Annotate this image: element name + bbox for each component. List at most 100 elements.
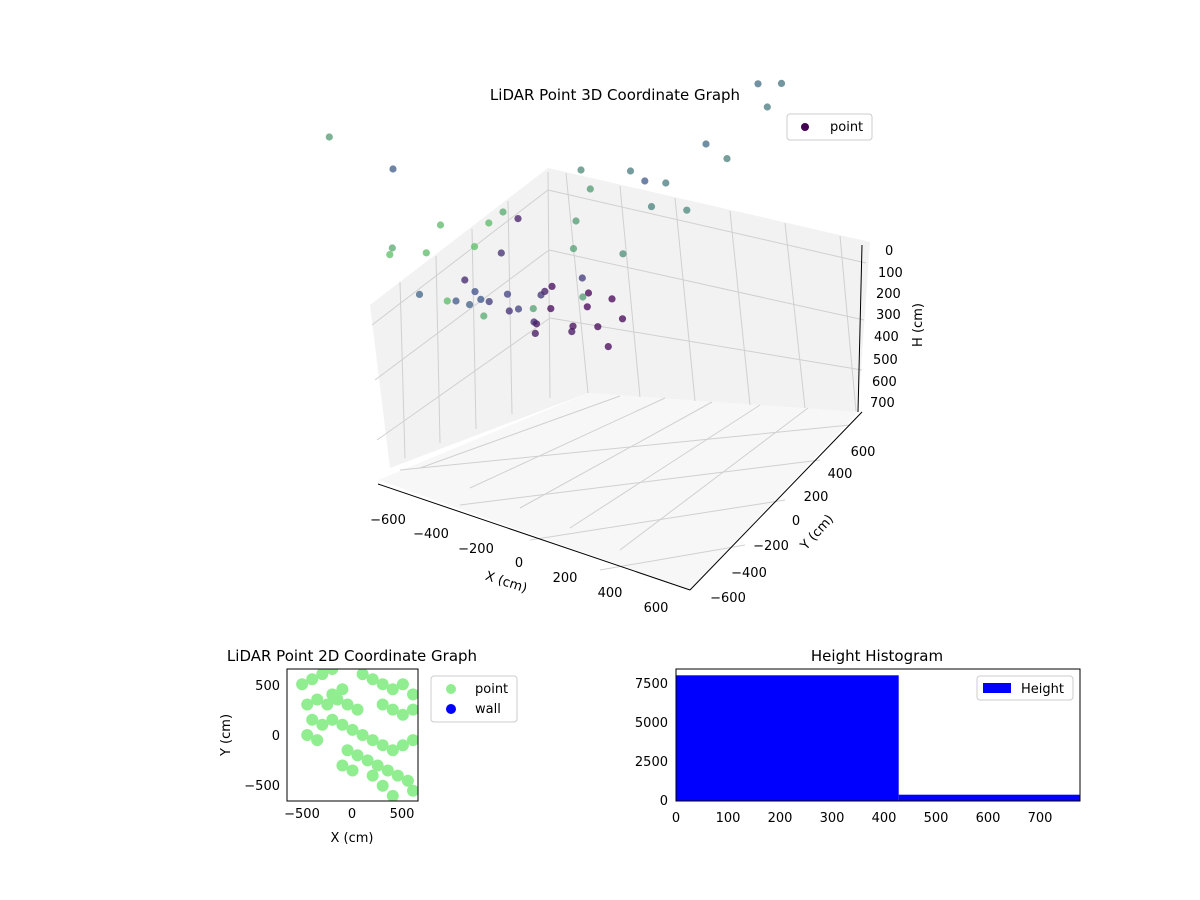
scatter-point-3d bbox=[619, 250, 627, 258]
legend-label-wall: wall bbox=[475, 702, 501, 717]
scatter-point-2d bbox=[301, 729, 314, 741]
scatter-point-2d bbox=[366, 673, 379, 686]
scatter-point-2d bbox=[407, 784, 418, 797]
scatter-point-3d bbox=[586, 185, 594, 193]
scatter-point-2d bbox=[296, 678, 309, 691]
scatter-point-2d bbox=[356, 669, 369, 681]
chart-2d: LiDAR Point 2D Coordinate Graph −500 0 5… bbox=[219, 647, 518, 846]
y-tick-label: 7500 bbox=[635, 677, 668, 692]
x-tick-label: 500 bbox=[390, 807, 415, 822]
scatter-point-2d bbox=[381, 764, 394, 777]
chart-2d-title: LiDAR Point 2D Coordinate Graph bbox=[227, 647, 477, 665]
scatter-point-3d bbox=[388, 244, 396, 252]
scatter-point-2d bbox=[326, 688, 339, 701]
scatter-point-2d bbox=[376, 779, 389, 792]
scatter-point-3d bbox=[436, 221, 445, 229]
scatter-point-3d bbox=[604, 343, 612, 351]
3d-grid bbox=[371, 171, 867, 571]
scatter-point-3d bbox=[470, 243, 479, 251]
y-tick-label: 600 bbox=[851, 445, 876, 460]
scatter-point-2d bbox=[396, 708, 409, 721]
z-tick-label: 200 bbox=[876, 287, 901, 302]
scatter-point-2d bbox=[407, 688, 418, 701]
legend-label-point: point bbox=[475, 682, 508, 697]
floor-pane bbox=[378, 393, 858, 590]
scatter-point-3d bbox=[723, 155, 731, 163]
x-tick-label: 0 bbox=[348, 807, 356, 822]
scatter-point-2d bbox=[407, 734, 418, 747]
x-tick-label: 200 bbox=[768, 811, 793, 826]
scatter-point-3d bbox=[641, 177, 649, 185]
scatter-point-3d bbox=[325, 133, 333, 141]
scatter-point-3d bbox=[569, 322, 577, 330]
scatter-point-3d bbox=[583, 303, 591, 311]
z-ticks: 0 100 200 300 400 500 600 700 bbox=[870, 244, 903, 411]
x-axis-label: X (cm) bbox=[331, 831, 374, 846]
x-tick-label: 400 bbox=[872, 811, 897, 826]
scatter-point-2d bbox=[391, 769, 404, 782]
chart-2d-frame bbox=[286, 668, 419, 802]
scatter-point-2d bbox=[376, 698, 389, 711]
scatter-point-3d bbox=[608, 295, 616, 303]
z-axis-label: H (cm) bbox=[911, 303, 926, 347]
legend-marker-wall bbox=[446, 704, 456, 714]
scatter-point-3d bbox=[547, 305, 555, 313]
scatter-point-3d bbox=[618, 315, 627, 323]
scatter-point-3d bbox=[503, 290, 512, 298]
scatter-point-2d bbox=[346, 723, 359, 736]
legend-marker-point bbox=[446, 684, 456, 694]
histogram-ticks: 0 100 200 300 400 500 600 700 0 2500 500… bbox=[635, 677, 1053, 826]
y-tick-label: 0 bbox=[660, 794, 668, 809]
scatter-point-3d bbox=[497, 249, 505, 257]
scatter-point-2d bbox=[341, 744, 354, 757]
scatter-point-3d bbox=[577, 166, 585, 174]
legend-box bbox=[976, 675, 1074, 701]
x-tick-label: 600 bbox=[644, 601, 669, 616]
chart-histogram: Height Histogram 0 100 200 300 400 500 6… bbox=[635, 647, 1081, 826]
x-tick-label: 600 bbox=[976, 811, 1001, 826]
scatter-point-2d bbox=[407, 703, 418, 716]
chart-3d: LiDAR Point 3D Coordinate Graph bbox=[325, 79, 926, 616]
scatter-point-3d bbox=[485, 298, 493, 306]
histogram-bar bbox=[676, 675, 899, 801]
scatter-point-2d bbox=[301, 698, 314, 711]
scatter-point-3d bbox=[505, 307, 513, 315]
scatter-point-3d bbox=[452, 297, 460, 305]
scatter-point-2d bbox=[326, 713, 339, 726]
scatter-point-3d bbox=[422, 249, 430, 257]
scatter-point-3d bbox=[626, 167, 635, 175]
scatter-point-3d bbox=[461, 276, 469, 284]
scatter-point-2d bbox=[396, 739, 409, 752]
x-axis-label: X (cm) bbox=[483, 569, 529, 597]
scatter-point-3d bbox=[485, 219, 493, 227]
z-tick-label: 100 bbox=[878, 266, 903, 281]
x-axis-line bbox=[377, 483, 691, 591]
y-axis-line bbox=[689, 411, 863, 591]
z-tick-label: 300 bbox=[876, 308, 901, 323]
scatter-point-2d bbox=[376, 739, 389, 752]
legend-marker-point bbox=[801, 123, 809, 131]
scatter-point-3d bbox=[572, 217, 580, 225]
scatter-point-2d bbox=[321, 698, 334, 711]
scatter-point-3d bbox=[514, 215, 522, 223]
scatter-point-3d bbox=[683, 206, 691, 214]
y-tick-label: −600 bbox=[710, 591, 746, 606]
y-tick-label: 400 bbox=[828, 467, 853, 482]
scatter-point-3d bbox=[548, 282, 556, 290]
chart-2d-legend: point wall bbox=[430, 675, 518, 723]
scatter-point-3d bbox=[480, 312, 488, 320]
scatter-point-2d bbox=[356, 729, 369, 741]
z-axis-line bbox=[857, 244, 863, 413]
scatter-point-2d bbox=[376, 678, 389, 691]
x-tick-label: 400 bbox=[598, 586, 623, 601]
scatter-point-3d bbox=[763, 103, 771, 111]
scatter-point-2d bbox=[396, 678, 409, 691]
scatter-point-2d bbox=[306, 713, 319, 726]
histogram-bars bbox=[676, 675, 1080, 801]
y-tick-label: 0 bbox=[272, 729, 280, 744]
scatter-point-3d bbox=[386, 251, 394, 259]
scatter-point-3d bbox=[466, 301, 474, 309]
scatter-point-3d bbox=[568, 328, 576, 336]
y-tick-label: −400 bbox=[731, 566, 767, 581]
